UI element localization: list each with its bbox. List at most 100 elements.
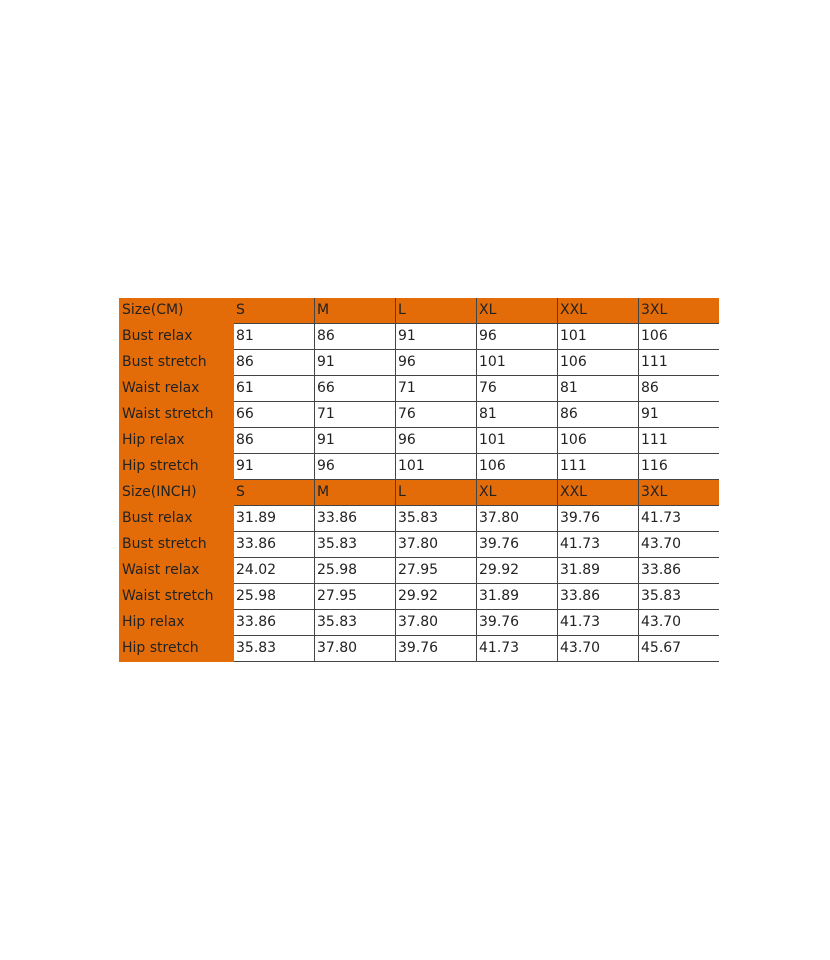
measurement-value: 96 [395, 427, 477, 454]
unit-header: Size(CM) [119, 298, 234, 324]
measurement-value: 101 [395, 453, 477, 480]
measurement-value: 41.73 [638, 505, 719, 532]
measurement-value: 86 [233, 427, 315, 454]
measurement-value: 25.98 [233, 583, 315, 610]
measurement-value: 35.83 [395, 505, 477, 532]
measurement-value: 33.86 [314, 505, 396, 532]
size-header: 3XL [638, 479, 719, 506]
size-header: M [314, 479, 396, 506]
size-header: S [233, 298, 315, 324]
measurement-value: 35.83 [314, 531, 396, 558]
measurement-label: Bust stretch [119, 349, 234, 376]
size-header: M [314, 298, 396, 324]
measurement-value: 31.89 [557, 557, 639, 584]
measurement-value: 35.83 [233, 635, 315, 662]
measurement-value: 37.80 [395, 531, 477, 558]
measurement-value: 76 [476, 375, 558, 402]
measurement-value: 41.73 [557, 609, 639, 636]
measurement-label: Hip relax [119, 427, 234, 454]
measurement-label: Bust stretch [119, 531, 234, 558]
measurement-value: 31.89 [233, 505, 315, 532]
measurement-value: 76 [395, 401, 477, 428]
measurement-value: 101 [476, 349, 558, 376]
size-header: 3XL [638, 298, 719, 324]
measurement-value: 116 [638, 453, 719, 480]
measurement-value: 111 [638, 349, 719, 376]
measurement-label: Hip stretch [119, 453, 234, 480]
measurement-value: 27.95 [395, 557, 477, 584]
measurement-value: 29.92 [476, 557, 558, 584]
measurement-value: 39.76 [395, 635, 477, 662]
measurement-value: 61 [233, 375, 315, 402]
measurement-value: 81 [476, 401, 558, 428]
size-header: L [395, 479, 477, 506]
measurement-label: Bust relax [119, 505, 234, 532]
measurement-value: 24.02 [233, 557, 315, 584]
table-row: Waist relax 61 66 71 76 81 86 [119, 375, 719, 402]
measurement-label: Waist stretch [119, 583, 234, 610]
measurement-value: 39.76 [476, 609, 558, 636]
measurement-value: 111 [557, 453, 639, 480]
measurement-label: Bust relax [119, 323, 234, 350]
measurement-value: 106 [476, 453, 558, 480]
measurement-value: 91 [233, 453, 315, 480]
table-row: Hip stretch 91 96 101 106 111 116 [119, 453, 719, 480]
table-row: Hip stretch 35.83 37.80 39.76 41.73 43.70 45.6… [119, 635, 719, 662]
measurement-value: 31.89 [476, 583, 558, 610]
measurement-value: 101 [557, 323, 639, 350]
measurement-value: 91 [395, 323, 477, 350]
measurement-value: 41.73 [476, 635, 558, 662]
measurement-value: 111 [638, 427, 719, 454]
table-row: Bust relax 31.89 33.86 35.83 37.80 39.76 41.73 [119, 505, 719, 532]
measurement-value: 25.98 [314, 557, 396, 584]
measurement-value: 35.83 [638, 583, 719, 610]
measurement-value: 81 [233, 323, 315, 350]
measurement-value: 106 [557, 349, 639, 376]
measurement-value: 91 [638, 401, 719, 428]
measurement-value: 66 [314, 375, 396, 402]
measurement-value: 101 [476, 427, 558, 454]
measurement-value: 66 [233, 401, 315, 428]
table-row: Hip relax 86 91 96 101 106 111 [119, 427, 719, 454]
measurement-value: 71 [314, 401, 396, 428]
measurement-value: 43.70 [557, 635, 639, 662]
measurement-value: 96 [314, 453, 396, 480]
measurement-label: Waist stretch [119, 401, 234, 428]
measurement-value: 96 [476, 323, 558, 350]
measurement-value: 41.73 [557, 531, 639, 558]
measurement-label: Waist relax [119, 557, 234, 584]
size-header: XL [476, 298, 558, 324]
size-header: XXL [557, 479, 639, 506]
measurement-value: 33.86 [233, 531, 315, 558]
measurement-value: 71 [395, 375, 477, 402]
measurement-value: 86 [638, 375, 719, 402]
table-row: Waist relax 24.02 25.98 27.95 29.92 31.89 33.8… [119, 557, 719, 584]
size-header: L [395, 298, 477, 324]
measurement-value: 106 [638, 323, 719, 350]
table-row: Hip relax 33.86 35.83 37.80 39.76 41.73 43.70 [119, 609, 719, 636]
measurement-value: 29.92 [395, 583, 477, 610]
table-row: Bust stretch 33.86 35.83 37.80 39.76 41.73 43.… [119, 531, 719, 558]
table-row: Bust stretch 86 91 96 101 106 111 [119, 349, 719, 376]
measurement-value: 27.95 [314, 583, 396, 610]
measurement-value: 106 [557, 427, 639, 454]
measurement-value: 43.70 [638, 531, 719, 558]
measurement-value: 45.67 [638, 635, 719, 662]
size-header: XL [476, 479, 558, 506]
measurement-value: 86 [557, 401, 639, 428]
measurement-label: Hip relax [119, 609, 234, 636]
unit-header: Size(INCH) [119, 479, 234, 506]
header-row: Size(CM) S M L XL XXL 3XL [119, 298, 719, 324]
measurement-value: 33.86 [557, 583, 639, 610]
measurement-value: 96 [395, 349, 477, 376]
measurement-value: 91 [314, 427, 396, 454]
table-row: Bust relax 81 86 91 96 101 106 [119, 323, 719, 350]
measurement-value: 33.86 [638, 557, 719, 584]
size-header: XXL [557, 298, 639, 324]
measurement-value: 37.80 [476, 505, 558, 532]
size-header: S [233, 479, 315, 506]
header-row: Size(INCH) S M L XL XXL 3XL [119, 479, 719, 506]
table-row: Waist stretch 25.98 27.95 29.92 31.89 33.86 35… [119, 583, 719, 610]
size-chart-table: Size(CM) S M L XL XXL 3XL Bust relax 81 86 91 96 101… [119, 298, 719, 662]
measurement-value: 39.76 [476, 531, 558, 558]
